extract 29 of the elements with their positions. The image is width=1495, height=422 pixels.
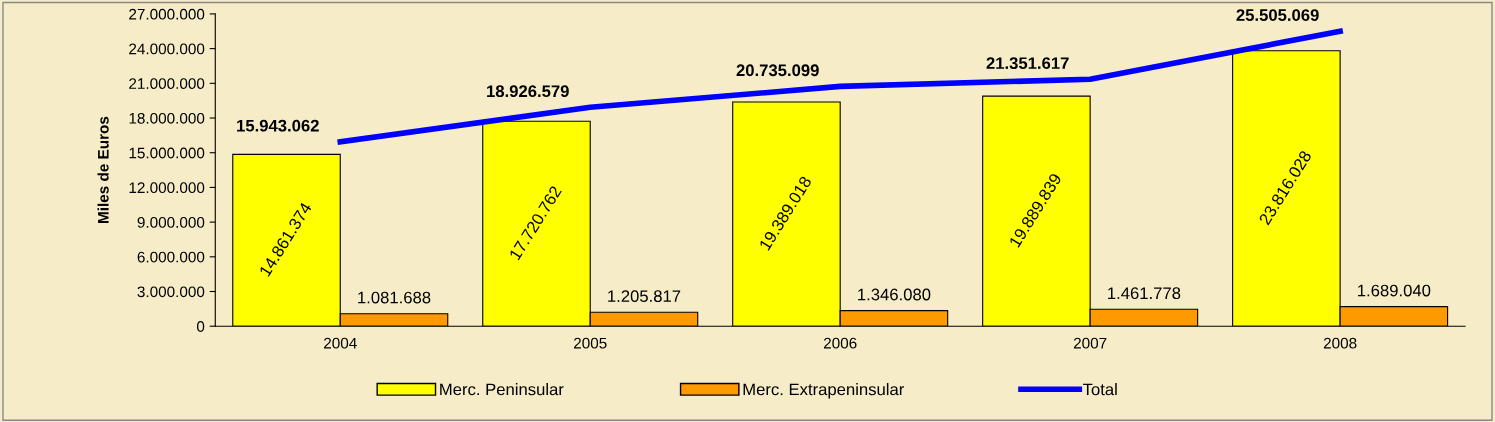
y-tick-label: 18.000.000 <box>129 112 205 124</box>
y-tick-label: 0 <box>196 321 205 332</box>
y-tick-label: 15.000.000 <box>129 147 205 159</box>
data-label: 1.205.817 <box>608 290 681 303</box>
x-tick-label: 2008 <box>1323 337 1357 349</box>
x-tick-label: 2005 <box>574 337 607 349</box>
data-label: 1.461.778 <box>1108 287 1181 300</box>
y-tick-label: 27.000.000 <box>129 8 205 20</box>
y-tick-label: 3.000.000 <box>137 286 205 298</box>
y-tick-label: 12.000.000 <box>129 182 205 194</box>
data-label: 1.346.080 <box>858 288 931 301</box>
data-label: 21.351.617 <box>986 57 1069 70</box>
y-tick-label: 21.000.000 <box>129 78 205 90</box>
legend-label: Merc. Extrapeninsular <box>743 383 905 399</box>
data-label: 1.689.040 <box>1358 284 1431 297</box>
x-tick-label: 2004 <box>324 337 357 349</box>
y-tick-label: 9.000.000 <box>137 216 205 228</box>
x-tick-label: 2006 <box>823 337 857 349</box>
data-label: 25.505.069 <box>1236 9 1319 21</box>
y-axis-title: Miles de Euros <box>97 116 109 223</box>
x-tick-label: 2007 <box>1073 337 1107 349</box>
data-label: 18.926.579 <box>487 85 569 98</box>
data-label: 20.735.099 <box>736 64 819 77</box>
legend-label: Total <box>1083 383 1117 396</box>
data-label: 15.943.062 <box>237 119 319 132</box>
data-label: 1.081.688 <box>358 291 431 304</box>
y-tick-label: 6.000.000 <box>137 251 205 263</box>
legend-label: Merc. Peninsular <box>440 383 564 396</box>
y-tick-label: 24.000.000 <box>129 43 205 55</box>
